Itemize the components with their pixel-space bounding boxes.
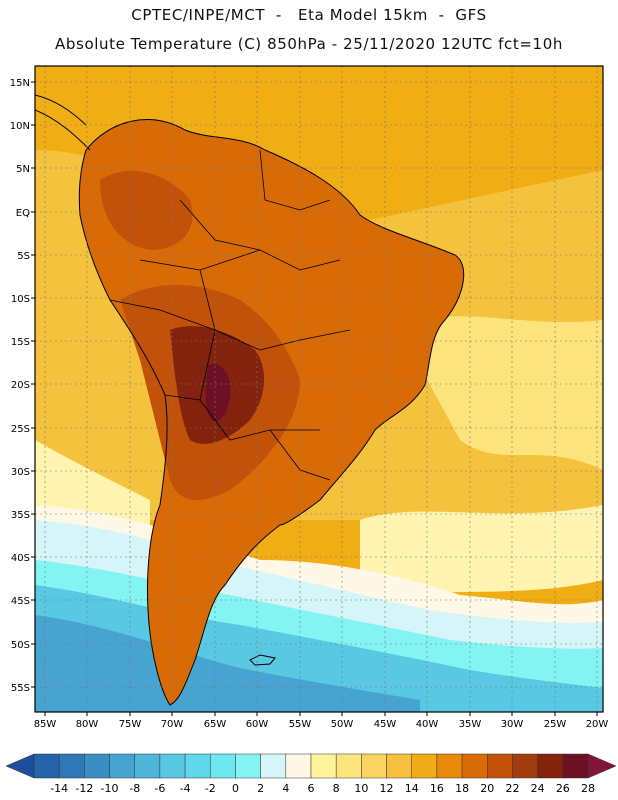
colorbar-swatch (260, 753, 287, 779)
colorbar-swatch (386, 753, 412, 779)
lat-label: 20S (11, 380, 30, 391)
colorbar-swatch (285, 753, 312, 779)
southern-blue-band (35, 615, 420, 712)
colorbar-tick-label: 0 (232, 782, 239, 795)
colorbar-tick-label: 22 (505, 782, 519, 795)
colorbar-tick-label: 14 (405, 782, 419, 795)
lat-label: 40S (11, 553, 30, 564)
lon-label: 25W (544, 719, 567, 730)
lat-label: 10S (11, 294, 30, 305)
colorbar-min-arrow (5, 753, 35, 779)
lon-label: 20W (586, 719, 609, 730)
lat-label: 55S (11, 683, 30, 694)
lon-label: 30W (501, 719, 524, 730)
colorbar-swatch (235, 753, 261, 779)
country-borders (109, 149, 351, 481)
lon-label: 40W (416, 719, 439, 730)
colorbar-tick-label: -6 (154, 782, 165, 795)
colorbar-tick-label: -14 (50, 782, 68, 795)
colorbar-swatch (109, 753, 135, 779)
colorbar-tick-label: 28 (581, 782, 595, 795)
colorbar-tick-label: -10 (101, 782, 119, 795)
latitude-axis: 15N 10N 5N EQ 5S 10S 15S 20S 25S 30S 35S 40S 45S 50S 5… (10, 78, 35, 694)
colorbar-tick-label: 26 (556, 782, 570, 795)
colorbar-swatch (134, 753, 161, 779)
lon-label: 80W (76, 719, 99, 730)
colorbar-tick-label: -8 (129, 782, 140, 795)
lon-label: 45W (374, 719, 397, 730)
max-temperature-core (205, 363, 231, 422)
colorbar-tick-label: 16 (430, 782, 444, 795)
colorbar-swatch (310, 753, 337, 779)
lat-label: 15N (10, 78, 30, 89)
lat-label: 25S (11, 424, 30, 435)
colorbar-swatch (436, 753, 463, 779)
lon-label: 50W (331, 719, 354, 730)
lat-label: 35S (11, 510, 30, 521)
lon-label: 70W (161, 719, 184, 730)
colorbar-swatch (512, 753, 538, 779)
colorbar-tick-label: 12 (380, 782, 394, 795)
longitude-axis: 85W 80W 75W 70W 65W 60W 55W 50W 45W 40W 35W 30W 25W 2… (34, 712, 609, 730)
temperature-field (35, 66, 603, 712)
colorbar-swatch (335, 753, 362, 779)
colorbar-swatch (411, 753, 438, 779)
colorbar-tick-label: -12 (75, 782, 93, 795)
lon-label: 75W (119, 719, 142, 730)
map-title-line-1: CPTEC/INPE/MCT - Eta Model 15km - GFS (131, 6, 487, 24)
colorbar-tick-label: -4 (180, 782, 191, 795)
lon-label: 35W (459, 719, 482, 730)
colorbar-tick-label: 2 (257, 782, 264, 795)
falkland-islands (249, 654, 276, 666)
geographic-outlines (35, 94, 465, 706)
colorbar-swatch (184, 753, 211, 779)
lon-label: 65W (204, 719, 227, 730)
amazon-warm-area (100, 170, 193, 250)
colorbar-tick-label: 10 (354, 782, 368, 795)
lat-label: 30S (11, 467, 30, 478)
colorbar-tick-label: 4 (282, 782, 289, 795)
lon-label: 85W (34, 719, 57, 730)
colorbar-swatch (487, 753, 513, 779)
colorbar: -14 -12 -10 -8 -6 -4 -2 0 2 4 6 8 10 12 14 16 18 20 22 24 26… (5, 753, 617, 795)
colorbar-swatch (84, 753, 110, 779)
colorbar-swatch (461, 753, 488, 779)
lat-label: EQ (16, 208, 30, 219)
colorbar-tick-label: 8 (333, 782, 340, 795)
colorbar-swatch (537, 753, 564, 779)
colorbar-tick-label: 6 (308, 782, 315, 795)
colorbar-tick-label: 24 (531, 782, 545, 795)
lat-label: 50S (11, 640, 30, 651)
lat-label: 15S (11, 337, 30, 348)
colorbar-swatch (159, 753, 186, 779)
colorbar-swatch (33, 753, 60, 779)
colorbar-tick-label: 18 (455, 782, 469, 795)
lat-label: 5N (16, 164, 30, 175)
map-title-line-2: Absolute Temperature (C) 850hPa - 25/11/… (55, 35, 563, 53)
colorbar-tick-label: 20 (480, 782, 494, 795)
lon-label: 55W (289, 719, 312, 730)
lat-label: 5S (17, 251, 30, 262)
atlantic-pale-band (360, 505, 603, 600)
colorbar-swatch (210, 753, 236, 779)
lat-label: 45S (11, 596, 30, 607)
lon-label: 60W (246, 719, 269, 730)
colorbar-swatch (562, 753, 589, 779)
coastline (78, 119, 465, 706)
colorbar-tick-label: -2 (205, 782, 216, 795)
lat-label: 10N (10, 121, 30, 132)
plot-frame (34, 65, 604, 713)
atlantic-warm-tongue (400, 316, 603, 470)
colorbar-swatch (361, 753, 387, 779)
colorbar-swatch (58, 753, 85, 779)
colorbar-max-arrow (587, 753, 617, 779)
